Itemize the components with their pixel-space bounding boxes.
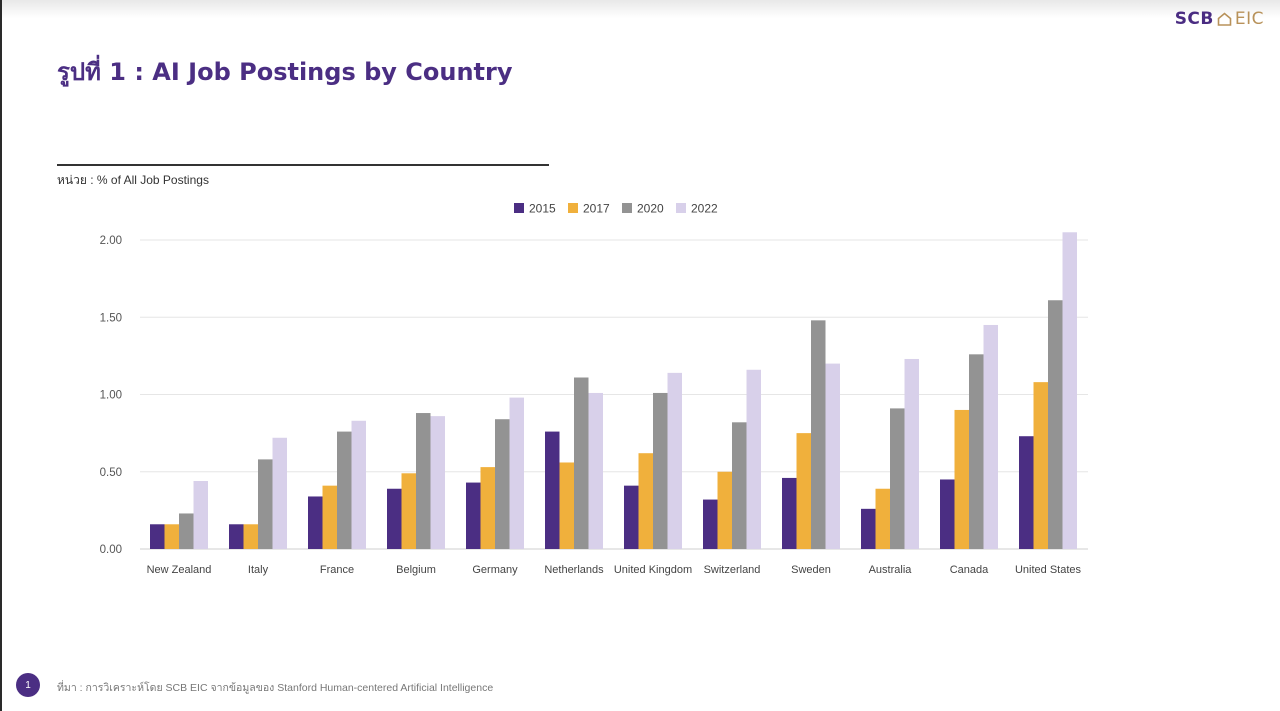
x-tick-label: Germany: [472, 564, 518, 576]
bar-2020: [258, 459, 273, 549]
bar-2017: [164, 524, 179, 549]
scb-eic-logo: SCB EIC: [1175, 9, 1264, 29]
legend-label: 2020: [637, 202, 664, 216]
bar-2022: [904, 358, 919, 549]
x-tick-label: Sweden: [791, 564, 831, 576]
bar-2015: [861, 508, 876, 549]
bar-2015: [308, 496, 323, 549]
bar-2022: [430, 416, 445, 549]
page-title: รูปที่ 1 : AI Job Postings by Country: [57, 58, 513, 86]
window-top-shade: [0, 0, 1280, 18]
bar-2022: [351, 420, 366, 549]
legend-label: 2017: [583, 202, 610, 216]
bar-2022: [983, 324, 998, 549]
bar-2022: [588, 392, 603, 549]
bar-2015: [782, 477, 797, 549]
bar-2015: [545, 431, 560, 549]
bar-2017: [480, 467, 495, 549]
bar-2017: [1033, 382, 1048, 549]
bar-2015: [624, 485, 639, 549]
x-tick-label: Canada: [950, 564, 989, 576]
bar-2017: [954, 409, 969, 549]
unit-label: หน่วย : % of All Job Postings: [57, 173, 209, 187]
bar-2017: [717, 471, 732, 549]
bar-2020: [495, 419, 510, 549]
source-note: ที่มา : การวิเคราะห์โดย SCB EIC จากข้อมู…: [57, 682, 494, 694]
y-tick-label: 2.00: [100, 235, 122, 247]
bar-2022: [509, 397, 524, 549]
x-tick-label: France: [320, 564, 354, 576]
bar-2017: [796, 433, 811, 549]
bar-2015: [150, 524, 165, 549]
bar-2022: [746, 369, 761, 549]
bar-2015: [466, 482, 481, 549]
house-icon: [1217, 12, 1232, 26]
bar-2020: [337, 431, 352, 549]
bar-2020: [969, 354, 984, 549]
bar-chart: 0.00 0.50 1.00 1.50 2.00 New Zealand Italy Fran…: [100, 202, 1088, 576]
bar-2022: [193, 481, 208, 549]
legend-label: 2015: [529, 202, 556, 216]
legend-swatch-2020: [622, 203, 632, 213]
bar-2020: [416, 413, 431, 549]
bar-2020: [574, 377, 589, 549]
bar-2015: [1019, 436, 1034, 549]
bar-2017: [559, 462, 574, 549]
y-tick-label: 1.00: [100, 390, 122, 402]
y-tick-label: 1.50: [100, 312, 122, 324]
x-tick-label: Belgium: [396, 564, 436, 576]
bar-2020: [890, 408, 905, 549]
bar-2015: [940, 479, 955, 549]
bar-2017: [401, 473, 416, 549]
legend-label: 2022: [691, 202, 718, 216]
slide-left-border: [0, 0, 2, 711]
y-tick-label: 0.50: [100, 467, 122, 479]
bar-2020: [732, 422, 747, 549]
bar-2017: [875, 488, 890, 549]
legend-swatch-2017: [568, 203, 578, 213]
bar-2022: [272, 437, 287, 549]
logo-eic-text: EIC: [1234, 9, 1264, 29]
legend-swatch-2022: [676, 203, 686, 213]
bar-2022: [667, 372, 682, 549]
x-tick-label: Switzerland: [704, 564, 761, 576]
x-tick-label: United States: [1015, 564, 1082, 576]
legend-swatch-2015: [514, 203, 524, 213]
bar-2017: [638, 453, 653, 549]
x-tick-label: Netherlands: [544, 564, 604, 576]
x-tick-label: Italy: [248, 564, 269, 576]
logo-scb-text: SCB: [1174, 9, 1214, 29]
bar-2020: [179, 513, 194, 549]
bar-2020: [811, 320, 826, 549]
bar-2022: [825, 363, 840, 549]
x-tick-label: United Kingdom: [614, 564, 692, 576]
title-divider: [57, 164, 549, 166]
y-tick-label: 0.00: [100, 544, 122, 556]
bar-2017: [322, 485, 337, 549]
bar-2015: [703, 499, 718, 549]
bar-2015: [229, 524, 244, 549]
bar-2022: [1062, 232, 1077, 549]
bar-2020: [1048, 300, 1063, 549]
page-number-badge: 1: [16, 673, 40, 697]
x-tick-label: Australia: [869, 564, 913, 576]
x-tick-label: New Zealand: [147, 564, 212, 576]
bar-2020: [653, 392, 668, 549]
bar-2015: [387, 488, 402, 549]
bar-2017: [243, 524, 258, 549]
